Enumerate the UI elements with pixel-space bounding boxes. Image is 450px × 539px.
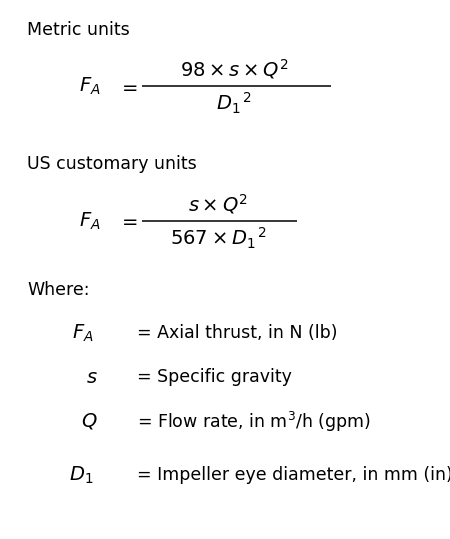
Text: $Q$: $Q$ (81, 411, 97, 432)
Text: $D_1{}^{\,2}$: $D_1{}^{\,2}$ (216, 91, 252, 116)
Text: $F_A$: $F_A$ (79, 210, 101, 232)
Text: $F_A$: $F_A$ (72, 322, 94, 344)
Text: $98 \times s \times Q^2$: $98 \times s \times Q^2$ (180, 57, 288, 81)
Text: Metric units: Metric units (27, 20, 130, 39)
Text: $s \times Q^2$: $s \times Q^2$ (188, 192, 248, 216)
Text: $567 \times D_1{}^{\,2}$: $567 \times D_1{}^{\,2}$ (170, 226, 267, 251)
Text: $F_A$: $F_A$ (79, 75, 101, 97)
Text: $=$: $=$ (118, 77, 138, 96)
Text: = Specific gravity: = Specific gravity (137, 368, 292, 386)
Text: US customary units: US customary units (27, 155, 197, 174)
Text: = Flow rate, in m$^3$/h (gpm): = Flow rate, in m$^3$/h (gpm) (137, 410, 371, 433)
Text: Where:: Where: (27, 281, 90, 299)
Text: $s$: $s$ (86, 368, 98, 387)
Text: = Impeller eye diameter, in mm (in): = Impeller eye diameter, in mm (in) (137, 466, 450, 485)
Text: = Axial thrust, in N (lb): = Axial thrust, in N (lb) (137, 324, 338, 342)
Text: $D_1$: $D_1$ (69, 465, 93, 486)
Text: $=$: $=$ (118, 211, 138, 231)
